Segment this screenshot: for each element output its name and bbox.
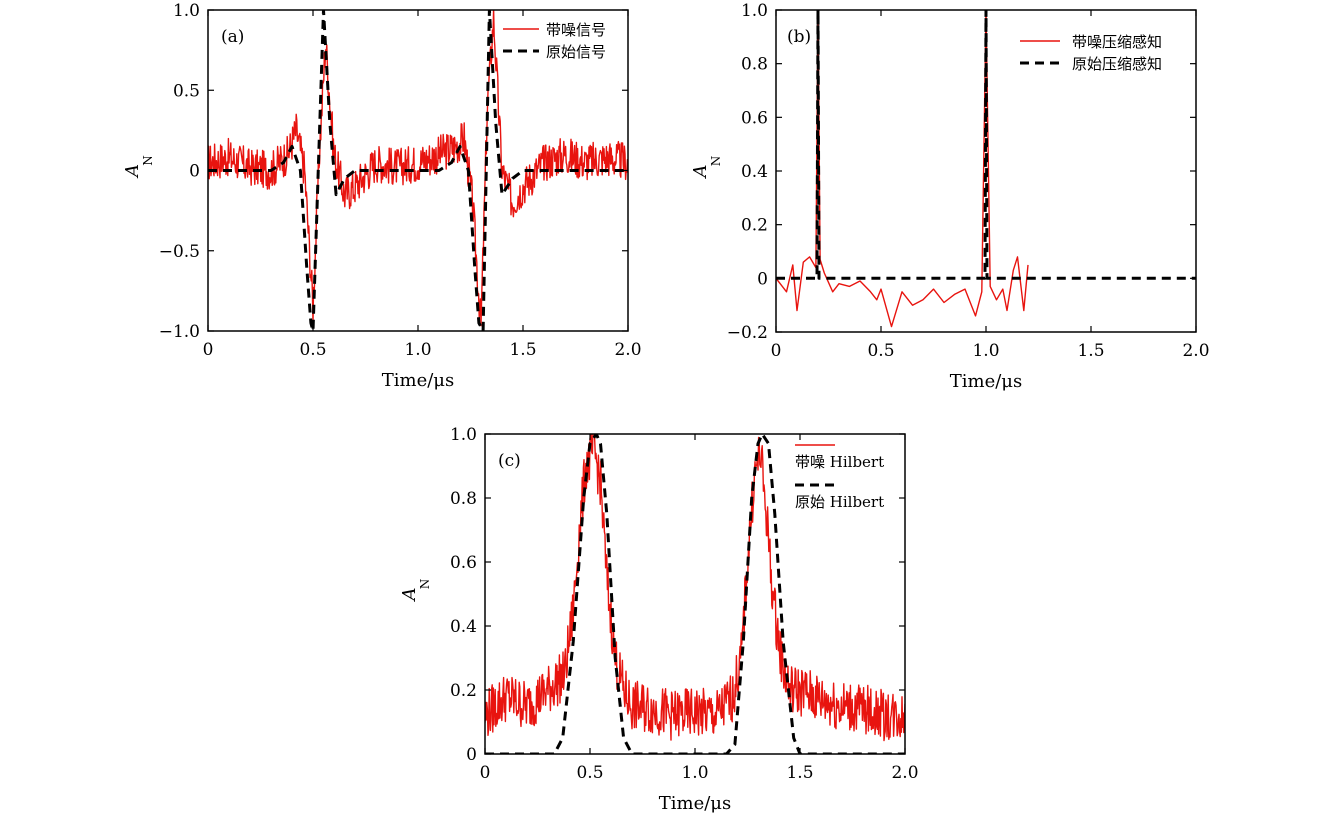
x-tick-label: 0.5 <box>867 341 894 361</box>
y-axis-label-subscript: N <box>709 156 723 167</box>
y-tick-label: −1.0 <box>159 322 200 342</box>
x-tick-label: 0 <box>771 341 782 361</box>
legend-label-original: 原始信号 <box>546 43 606 61</box>
y-tick-label: 0.6 <box>741 108 768 128</box>
y-axis-label-subscript: N <box>141 155 155 166</box>
x-tick-label: 2.0 <box>614 340 641 360</box>
x-tick-label: 1.0 <box>404 340 431 360</box>
y-tick-label: 1.0 <box>173 1 200 21</box>
y-axis-label-subscript: N <box>418 579 432 590</box>
series-line-noisy <box>208 10 628 327</box>
y-axis-label: A <box>122 164 143 179</box>
y-tick-label: −0.5 <box>159 242 200 262</box>
y-tick-label: 0 <box>466 745 477 765</box>
x-tick-label: 1.5 <box>786 763 813 783</box>
series-line-noisy <box>776 10 1029 328</box>
legend-label-noisy: 带噪 Hilbert <box>795 453 884 471</box>
series-line-original <box>208 10 628 331</box>
y-axis-label: A <box>399 588 420 603</box>
y-axis-label: A <box>690 165 711 180</box>
x-tick-label: 0.5 <box>576 763 603 783</box>
x-tick-label: 1.0 <box>681 763 708 783</box>
x-axis-label: Time/μs <box>382 370 454 391</box>
y-tick-label: 1.0 <box>741 1 768 21</box>
y-tick-label: 0.4 <box>450 617 477 637</box>
y-tick-label: 0.4 <box>741 162 768 182</box>
panel-label: (a) <box>221 27 244 47</box>
legend-label-noisy: 带噪信号 <box>546 21 606 39</box>
series-line-noisy <box>485 434 905 742</box>
panel-label: (b) <box>787 27 811 47</box>
x-tick-label: 1.0 <box>972 341 999 361</box>
y-tick-label: 0 <box>757 269 768 289</box>
y-tick-label: −0.2 <box>727 323 768 343</box>
legend-label-noisy: 带噪压缩感知 <box>1072 33 1162 51</box>
x-tick-label: 0 <box>203 340 214 360</box>
panel-a: 0 0.5 1.0 1.5 2.0 −1.0 −0.5 0 0.5 1.0 Time/μs AN (a)… <box>122 1 642 391</box>
x-tick-label: 1.5 <box>509 340 536 360</box>
x-tick-label: 0 <box>480 763 491 783</box>
series-line-original <box>485 434 905 754</box>
y-tick-label: 1.0 <box>450 425 477 445</box>
x-tick-label: 0.5 <box>299 340 326 360</box>
y-tick-label: 0.5 <box>173 81 200 101</box>
x-tick-label: 1.5 <box>1077 341 1104 361</box>
series-line-original <box>776 10 1196 280</box>
y-tick-label: 0.2 <box>741 216 768 236</box>
legend-label-original: 原始压缩感知 <box>1072 55 1162 73</box>
x-axis-label: Time/μs <box>659 793 731 814</box>
y-tick-label: 0.2 <box>450 681 477 701</box>
panel-label: (c) <box>498 451 521 471</box>
legend-label-original: 原始 Hilbert <box>795 493 884 511</box>
y-tick-label: 0.8 <box>450 489 477 509</box>
panel-b: 0 0.5 1.0 1.5 2.0−0.200.20.40.60.81.0Time/μs… <box>690 1 1210 392</box>
panel-c: 0 0.5 1.0 1.5 2.0 0 0.2 0.4 0.6 0.8 1.0 Time/μs AN (c… <box>399 425 919 814</box>
x-tick-label: 2.0 <box>1182 341 1209 361</box>
y-tick-label: 0 <box>189 162 200 182</box>
y-tick-label: 0.6 <box>450 553 477 573</box>
x-tick-label: 2.0 <box>891 763 918 783</box>
x-axis-label: Time/μs <box>950 371 1022 392</box>
y-tick-label: 0.8 <box>741 55 768 75</box>
